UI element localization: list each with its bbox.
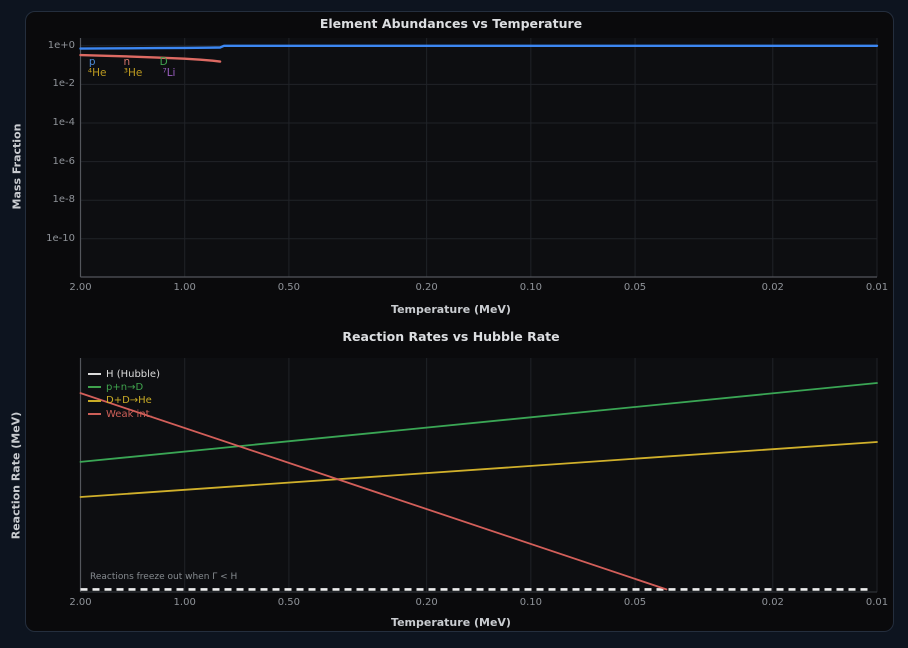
plot-area-top [80,38,877,277]
x-tick-label: 2.00 [69,597,92,608]
annotation-n: n [123,56,131,68]
y-tick-label: 1e-6 [52,155,76,167]
legend-item-d-d-he: D+D→He [88,394,152,407]
bottom-chart-title: Reaction Rates vs Hubble Rate [342,329,560,344]
x-tick-label: 0.20 [415,282,438,293]
y-tick-label: 1e-2 [52,78,76,90]
legend-item-h-hubble: H (Hubble) [88,368,160,381]
x-tick-label: 0.20 [415,597,438,608]
y-tick-label: 1e+0 [47,39,75,51]
x-tick-label: 1.00 [173,597,196,608]
bottom-chart-xlabel: Temperature (MeV) [391,616,511,629]
x-tick-label: 0.50 [277,597,301,608]
series-weak-int [79,392,668,591]
series-d-d-he [79,441,878,498]
top-chart-title: Element Abundances vs Temperature [319,16,583,31]
x-tick-label: 0.05 [623,282,647,293]
legend-line-sample [88,399,101,402]
legend-item-p-n-d: p+n→D [88,381,143,394]
legend-line-sample [88,413,101,416]
legend-label: p+n→D [106,381,144,393]
legend-line-sample [88,373,101,375]
top-chart-ylabel: Mass Fraction [10,123,24,210]
x-tick-label: 2.00 [69,282,92,293]
top-chart-xlabel: Temperature (MeV) [391,303,511,316]
x-tick-label: 0.01 [865,282,889,293]
series-n [79,53,222,63]
series-p-n-d [79,382,878,463]
legend-line-sample [88,386,101,389]
annotation-he: ⁴He [87,66,107,79]
annotation-li: ⁷Li [162,66,176,79]
series-p [79,44,879,50]
annotation-p: p [88,56,96,68]
y-tick-label: 1e-8 [52,194,76,206]
legend-label: H (Hubble) [106,368,160,380]
annotation-d: D [159,56,168,68]
legend-label: D+D→He [106,395,152,407]
x-tick-label: 0.05 [623,597,647,608]
x-tick-label: 0.01 [865,597,889,608]
x-tick-label: 0.02 [761,282,784,293]
y-tick-label: 1e-10 [46,232,75,244]
bottom-chart-ylabel: Reaction Rate (MeV) [9,411,23,540]
x-tick-label: 0.50 [277,282,301,293]
x-tick-label: 1.00 [173,282,196,293]
y-tick-label: 1e-4 [52,117,76,128]
annotation-he: ³He [123,66,143,79]
legend-item-weak-int: Weak int. [88,408,153,421]
x-tick-label: 0.02 [761,597,784,608]
freezeout-annotation: Reactions freeze out when Γ < H [90,572,238,582]
legend-label: Weak int. [106,408,153,420]
x-tick-label: 0.10 [519,597,542,608]
x-tick-label: 0.10 [519,282,542,293]
plot-area-bottom [80,358,877,592]
